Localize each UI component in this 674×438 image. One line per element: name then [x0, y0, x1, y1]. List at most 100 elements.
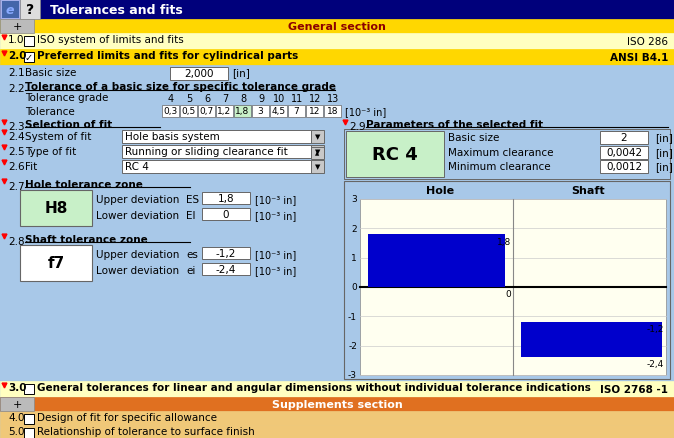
Text: -2,4: -2,4 [216, 265, 236, 274]
Bar [122, 131, 312, 144]
Bar [344, 130, 670, 180]
Text: f7: f7 [47, 256, 65, 271]
Text: 2.9: 2.9 [349, 122, 365, 132]
Text: ?: ? [26, 3, 34, 17]
Bar [0, 397, 674, 411]
Text: Fit: Fit [25, 162, 37, 172]
Text: 5: 5 [186, 94, 192, 104]
Bar [270, 106, 287, 118]
Bar [180, 106, 197, 118]
Bar [0, 425, 674, 438]
Bar [24, 428, 34, 438]
Text: ISO 286: ISO 286 [627, 37, 668, 47]
Text: Type of fit: Type of fit [25, 147, 76, 157]
Text: Shaft tolerance zone: Shaft tolerance zone [25, 234, 148, 244]
Text: [10⁻³ in]: [10⁻³ in] [255, 211, 297, 220]
Text: +: + [12, 22, 22, 32]
Text: 3.0: 3.0 [8, 382, 26, 392]
Text: [in]: [in] [655, 148, 673, 158]
Text: ▼: ▼ [315, 134, 320, 140]
Text: 12: 12 [309, 94, 321, 104]
Text: [in]: [in] [655, 162, 673, 172]
Text: RC 4: RC 4 [372, 146, 418, 164]
Text: 1,2: 1,2 [218, 107, 232, 116]
Text: Basic size: Basic size [25, 68, 76, 78]
Text: 2.2: 2.2 [8, 84, 25, 94]
Text: Tolerance: Tolerance [25, 107, 75, 117]
Text: System of fit: System of fit [25, 132, 92, 141]
Text: Parameters of the selected fit: Parameters of the selected fit [366, 120, 543, 130]
Bar [0, 50, 674, 66]
Bar [360, 200, 666, 375]
Text: 3: 3 [257, 107, 264, 116]
Bar [20, 0, 40, 20]
Text: 18: 18 [327, 107, 338, 116]
Text: Lower deviation: Lower deviation [96, 265, 179, 276]
Bar [0, 20, 674, 34]
Text: 2: 2 [351, 224, 357, 233]
Text: 11: 11 [291, 94, 303, 104]
Text: General tolerances for linear and angular dimensions without individual toleranc: General tolerances for linear and angula… [37, 382, 591, 392]
Bar [198, 106, 215, 118]
Text: Upper deviation: Upper deviation [96, 194, 179, 205]
Text: [10⁻³ in]: [10⁻³ in] [255, 265, 297, 276]
Text: General section: General section [288, 22, 386, 32]
Bar [1, 1, 19, 19]
Bar [346, 132, 444, 177]
Text: Upper deviation: Upper deviation [96, 249, 179, 259]
Text: Running or sliding clearance fit: Running or sliding clearance fit [125, 147, 288, 157]
Bar [202, 208, 250, 220]
Text: 2.0: 2.0 [8, 51, 26, 61]
Text: ANSI B4.1: ANSI B4.1 [609, 53, 668, 63]
Text: Lower deviation: Lower deviation [96, 211, 179, 220]
Text: -1,2: -1,2 [646, 325, 664, 333]
Text: 8: 8 [240, 94, 246, 104]
Text: Minimum clearance: Minimum clearance [448, 162, 551, 172]
Text: 12: 12 [309, 107, 320, 116]
Text: EI: EI [186, 211, 195, 220]
Text: -1,2: -1,2 [216, 248, 236, 258]
Text: Hole tolerance zone: Hole tolerance zone [25, 180, 143, 190]
Text: 2.5: 2.5 [8, 147, 25, 157]
Text: es: es [186, 249, 198, 259]
Bar [0, 411, 674, 425]
Text: 2.3: 2.3 [8, 122, 25, 132]
Bar [311, 146, 324, 159]
Bar [20, 245, 92, 281]
Text: ✓: ✓ [25, 53, 33, 63]
Text: Tolerances and fits: Tolerances and fits [50, 4, 183, 17]
Bar [24, 414, 34, 424]
Bar [216, 106, 233, 118]
Bar [0, 397, 34, 411]
Bar [0, 0, 20, 20]
Text: Tolerance of a basic size for specific tolerance grade: Tolerance of a basic size for specific t… [25, 82, 336, 92]
Text: ei: ei [186, 265, 195, 276]
Text: 1.0: 1.0 [8, 35, 24, 45]
Bar [24, 37, 34, 47]
Text: 0: 0 [351, 283, 357, 292]
Text: 0,3: 0,3 [163, 107, 178, 116]
Text: 0,7: 0,7 [200, 107, 214, 116]
Bar [521, 322, 662, 357]
Text: RC 4: RC 4 [125, 162, 149, 172]
Text: Design of fit for specific allowance: Design of fit for specific allowance [37, 412, 217, 422]
Bar [344, 182, 670, 379]
Bar [288, 106, 305, 118]
Text: [10⁻³ in]: [10⁻³ in] [255, 194, 297, 205]
Text: 7: 7 [222, 94, 228, 104]
Text: Maximum clearance: Maximum clearance [448, 148, 553, 158]
Text: Hole basis system: Hole basis system [125, 132, 220, 141]
Text: 10: 10 [273, 94, 285, 104]
Text: +: + [12, 399, 22, 409]
Bar [252, 106, 269, 118]
Text: 9: 9 [258, 94, 264, 104]
Text: 1: 1 [351, 254, 357, 262]
Text: 0,0042: 0,0042 [606, 148, 642, 158]
Text: 6: 6 [204, 94, 210, 104]
Text: -2: -2 [348, 341, 357, 350]
Text: 1,8: 1,8 [497, 238, 511, 247]
Bar [170, 68, 228, 81]
Text: Supplements section: Supplements section [272, 399, 402, 409]
Text: 2.8: 2.8 [8, 237, 25, 247]
Bar [234, 106, 251, 118]
